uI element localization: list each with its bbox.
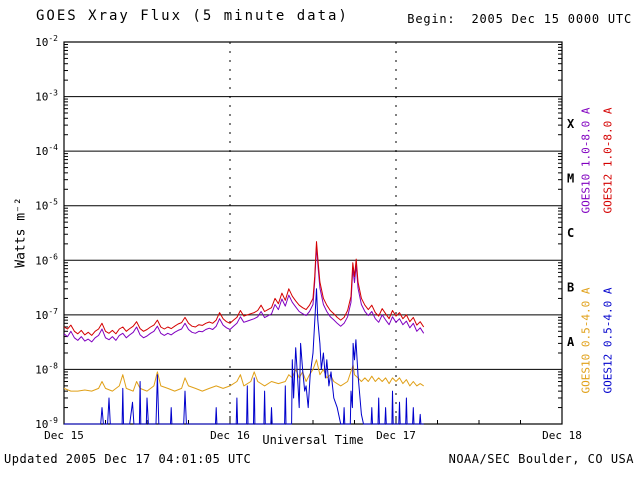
x-axis-label: Universal Time <box>262 433 364 447</box>
svg-text:10-8: 10-8 <box>35 361 58 376</box>
legend-goes12-long-channel: GOES12 1.0-8.0 A <box>601 107 615 214</box>
svg-text:B: B <box>567 281 574 295</box>
svg-text:10-5: 10-5 <box>35 198 58 213</box>
svg-text:10-4: 10-4 <box>35 143 58 158</box>
svg-text:10-6: 10-6 <box>35 252 58 267</box>
svg-text:10-2: 10-2 <box>35 34 58 49</box>
svg-text:Dec 15: Dec 15 <box>44 429 84 442</box>
svg-text:M: M <box>567 171 574 185</box>
legend-goes12-short-channel: GOES12 0.5-4.0 A <box>601 287 615 394</box>
svg-text:X: X <box>567 117 575 131</box>
updated-timestamp: Updated 2005 Dec 17 04:01:05 UTC <box>4 452 252 466</box>
svg-text:Dec 17: Dec 17 <box>376 429 416 442</box>
svg-text:Dec 16: Dec 16 <box>210 429 250 442</box>
legend-goes10-short-channel: GOES10 0.5-4.0 A <box>579 287 593 394</box>
svg-text:10-7: 10-7 <box>35 307 58 322</box>
svg-text:C: C <box>567 226 574 240</box>
svg-text:10-3: 10-3 <box>35 89 58 104</box>
y-axis-label: Watts m⁻² <box>13 197 29 268</box>
chart-title: GOES Xray Flux (5 minute data) <box>36 8 349 24</box>
begin-timestamp: Begin: 2005 Dec 15 0000 UTC <box>407 12 632 26</box>
legend-goes10-long-channel: GOES10 1.0-8.0 A <box>579 107 593 214</box>
svg-text:Dec 18: Dec 18 <box>542 429 582 442</box>
credit-text: NOAA/SEC Boulder, CO USA <box>448 452 634 466</box>
svg-text:A: A <box>567 335 575 349</box>
